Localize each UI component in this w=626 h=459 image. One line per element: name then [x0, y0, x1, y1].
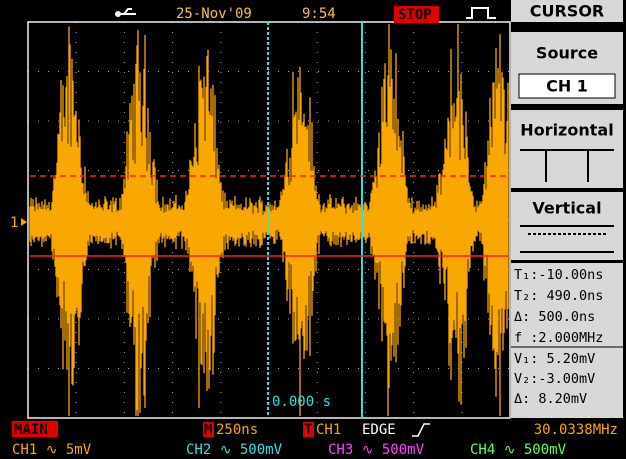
- channel-ground-marker: [21, 218, 27, 226]
- marker-badge: [303, 422, 314, 437]
- channel-scale: CH4 ∿ 500mV: [470, 442, 567, 458]
- trigger-marker: T: [304, 422, 312, 438]
- vertical-icon: [520, 225, 614, 253]
- cursor-readout: Δ: 8.20mV: [514, 391, 587, 407]
- marker-badge: [203, 422, 214, 437]
- channel-scale: CH1 ∿ 5mV: [12, 442, 92, 458]
- menu-label: Horizontal: [520, 121, 613, 140]
- channel-marker: 1: [10, 215, 18, 231]
- timebase-marker: M: [204, 422, 212, 438]
- status-badge: [394, 6, 439, 23]
- menu-value: CH 1: [546, 77, 588, 96]
- frequency: 30.0338MHz: [534, 422, 618, 438]
- menu-title-box: [511, 0, 623, 22]
- trigger-source: CH1: [316, 422, 341, 438]
- trigger-type: EDGE: [362, 422, 396, 438]
- timebase: 250ns: [216, 422, 258, 438]
- trigger-icon: [466, 7, 496, 19]
- time: 9:54: [302, 6, 336, 22]
- menu-value-box: [518, 73, 616, 99]
- menu-label: Vertical: [532, 199, 601, 218]
- cursor-readout: Δ: 500.0ns: [514, 309, 595, 325]
- horizontal-icon: [520, 149, 614, 182]
- time-label: 0.000 s: [272, 394, 331, 410]
- channel-scale: CH3 ∿ 500mV: [328, 442, 425, 458]
- cursor-readout: V₂:-3.00mV: [514, 371, 595, 387]
- mode: MAIN: [14, 422, 48, 438]
- cursor-readout: V₁: 5.20mV: [514, 351, 595, 367]
- usb-icon: [115, 8, 136, 17]
- run-status: STOP: [398, 7, 432, 23]
- date: 25-Nov'09: [176, 6, 252, 22]
- cursor-readout: f :2.000MHz: [514, 330, 603, 346]
- waveform: [29, 24, 509, 416]
- readout-panel: [511, 263, 623, 418]
- waveform-trace: [29, 24, 509, 416]
- cursor-readout: T₂: 490.0ns: [514, 288, 603, 304]
- menu-label: Source: [536, 44, 598, 63]
- mode-badge: [12, 421, 58, 437]
- cursor-readout: T₁:-10.00ns: [514, 267, 603, 283]
- edge-icon: [412, 423, 430, 437]
- menu-title: CURSOR: [530, 2, 605, 21]
- channel-scale: CH2 ∿ 500mV: [186, 442, 283, 458]
